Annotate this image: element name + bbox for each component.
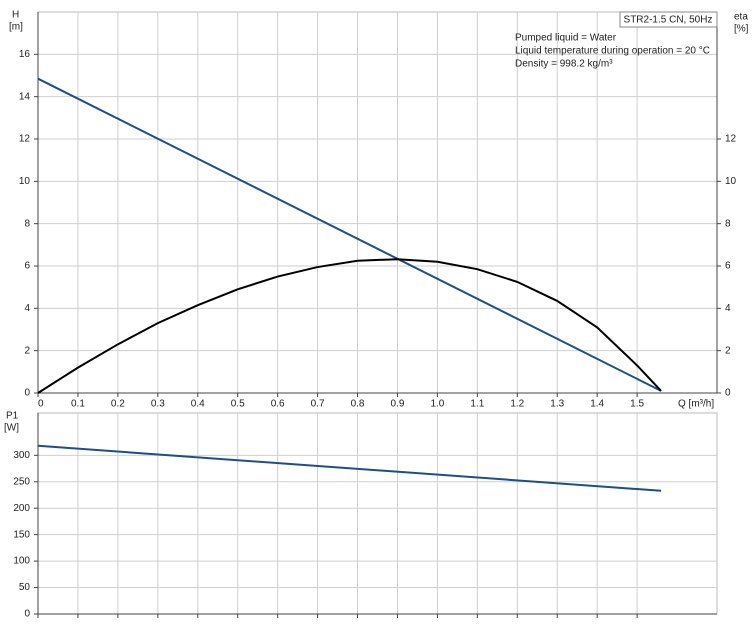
y-axis-label: H [12, 10, 19, 21]
plot-area [37, 11, 718, 394]
x-tick-label: 0.7 [311, 399, 325, 410]
x-tick-label: 0.9 [391, 399, 405, 410]
x-tick-label: 0.5 [231, 399, 245, 410]
y-tick-label: 2 [24, 345, 30, 356]
y-axis-label: P1 [6, 411, 19, 422]
y-tick-label: 12 [19, 134, 31, 145]
y2-tick-label: 4 [725, 303, 731, 314]
plot-area [37, 412, 718, 615]
y-tick-label: 0 [24, 609, 30, 620]
x-tick-label: 0.4 [191, 399, 205, 410]
x-tick-label: 1.4 [590, 399, 604, 410]
x-tick-label: 1.2 [510, 399, 524, 410]
annotation: Pumped liquid = Water [515, 33, 617, 44]
data-line [37, 77, 662, 392]
x-tick-label: 0.8 [351, 399, 365, 410]
x-tick-label: 0.2 [111, 399, 125, 410]
annotation: Liquid temperature during operation = 20… [515, 46, 710, 57]
x-tick-label: 1.0 [430, 399, 444, 410]
y2-axis-label: eta [734, 12, 748, 23]
y-tick-label: 16 [19, 49, 31, 60]
y-tick-label: 300 [13, 450, 30, 461]
x-tick-label: 1.5 [630, 399, 644, 410]
title-box [619, 11, 718, 28]
data-line [37, 258, 662, 394]
x-tick-label: 0.1 [71, 399, 85, 410]
y-tick-label: 200 [13, 503, 30, 514]
x-tick-label: 1.3 [550, 399, 564, 410]
y2-tick-label: 12 [725, 134, 737, 145]
y-tick-label: 14 [19, 91, 31, 102]
y-tick-label: 150 [13, 529, 30, 540]
y2-tick-label: 8 [725, 218, 731, 229]
y2-tick-label: 0 [725, 388, 731, 399]
y-tick-label: 0 [24, 388, 30, 399]
y-tick-label: 100 [13, 556, 30, 567]
y-axis-unit: [m] [9, 22, 23, 33]
x-tick-label: 0 [38, 399, 44, 410]
y-tick-label: 8 [24, 218, 30, 229]
y2-axis-unit: [%] [734, 24, 749, 35]
y2-tick-label: 2 [725, 345, 731, 356]
x-tick-label: 0.3 [151, 399, 165, 410]
y-tick-label: 50 [19, 582, 31, 593]
chart-title: STR2-1.5 CN, 50Hz [624, 15, 713, 26]
x-axis-label: Q [m³/h] [678, 399, 714, 410]
y2-tick-label: 6 [725, 261, 731, 272]
x-tick-label: 1.1 [470, 399, 484, 410]
y-tick-label: 6 [24, 261, 30, 272]
data-line [37, 444, 662, 492]
y-tick-label: 10 [19, 176, 31, 187]
y2-tick-label: 10 [725, 176, 737, 187]
x-tick-label: 0.6 [271, 399, 285, 410]
y-axis-unit: [W] [4, 423, 19, 434]
y-tick-label: 250 [13, 476, 30, 487]
y-tick-label: 4 [24, 303, 30, 314]
annotation: Density = 998.2 kg/m³ [515, 59, 613, 70]
